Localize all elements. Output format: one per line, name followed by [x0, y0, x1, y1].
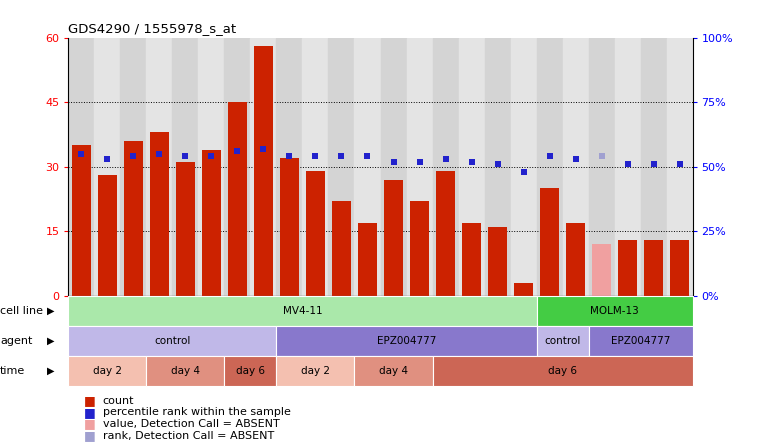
Bar — [489, 227, 507, 296]
Text: ▶: ▶ — [47, 366, 55, 376]
Text: rank, Detection Call = ABSENT: rank, Detection Call = ABSENT — [103, 431, 274, 440]
Bar — [120, 38, 146, 296]
Text: ▶: ▶ — [47, 336, 55, 346]
Text: ▶: ▶ — [47, 306, 55, 316]
Bar — [146, 38, 173, 296]
Text: day 2: day 2 — [301, 366, 330, 376]
Text: ■: ■ — [84, 406, 95, 419]
Bar — [280, 158, 298, 296]
Bar — [614, 38, 641, 296]
Bar — [124, 141, 142, 296]
Text: count: count — [103, 396, 134, 406]
Text: control: control — [544, 336, 581, 346]
Bar — [177, 163, 195, 296]
Bar — [619, 240, 637, 296]
Bar — [406, 38, 432, 296]
Bar — [511, 38, 537, 296]
Bar — [173, 38, 199, 296]
Bar — [667, 38, 693, 296]
Bar — [458, 38, 485, 296]
Bar — [276, 38, 303, 296]
Text: day 4: day 4 — [379, 366, 408, 376]
Text: percentile rank within the sample: percentile rank within the sample — [103, 408, 291, 417]
Bar — [380, 38, 406, 296]
Text: value, Detection Call = ABSENT: value, Detection Call = ABSENT — [103, 419, 279, 429]
Bar — [562, 38, 588, 296]
Text: EPZ004777: EPZ004777 — [377, 336, 436, 346]
Text: EPZ004777: EPZ004777 — [611, 336, 670, 346]
Bar — [592, 244, 610, 296]
Bar — [254, 46, 272, 296]
Bar — [98, 175, 116, 296]
Bar — [432, 38, 458, 296]
Bar — [94, 38, 120, 296]
Bar — [199, 38, 224, 296]
Bar — [485, 38, 511, 296]
Bar — [641, 38, 667, 296]
Text: time: time — [0, 366, 25, 376]
Text: day 4: day 4 — [171, 366, 200, 376]
Bar — [329, 38, 355, 296]
Bar — [151, 132, 169, 296]
Bar — [588, 38, 614, 296]
Text: ■: ■ — [84, 394, 95, 408]
Bar — [228, 102, 247, 296]
Bar — [355, 38, 380, 296]
Bar — [224, 38, 250, 296]
Text: GDS4290 / 1555978_s_at: GDS4290 / 1555978_s_at — [68, 23, 237, 36]
Text: ■: ■ — [84, 417, 95, 431]
Text: day 2: day 2 — [93, 366, 122, 376]
Bar — [72, 145, 91, 296]
Text: ■: ■ — [84, 429, 95, 442]
Bar — [307, 171, 325, 296]
Bar — [384, 180, 403, 296]
Bar — [333, 201, 351, 296]
Bar — [250, 38, 276, 296]
Bar — [358, 222, 377, 296]
Text: MV4-11: MV4-11 — [282, 306, 323, 316]
Text: MOLM-13: MOLM-13 — [590, 306, 639, 316]
Bar — [463, 222, 481, 296]
Bar — [670, 240, 689, 296]
Text: day 6: day 6 — [548, 366, 577, 376]
Bar — [436, 171, 454, 296]
Bar — [537, 38, 562, 296]
Bar — [303, 38, 329, 296]
Bar — [68, 38, 94, 296]
Bar — [410, 201, 428, 296]
Bar — [566, 222, 584, 296]
Text: control: control — [154, 336, 191, 346]
Bar — [202, 150, 221, 296]
Text: agent: agent — [0, 336, 33, 346]
Bar — [540, 188, 559, 296]
Bar — [645, 240, 663, 296]
Text: cell line: cell line — [0, 306, 43, 316]
Text: day 6: day 6 — [236, 366, 265, 376]
Bar — [514, 283, 533, 296]
